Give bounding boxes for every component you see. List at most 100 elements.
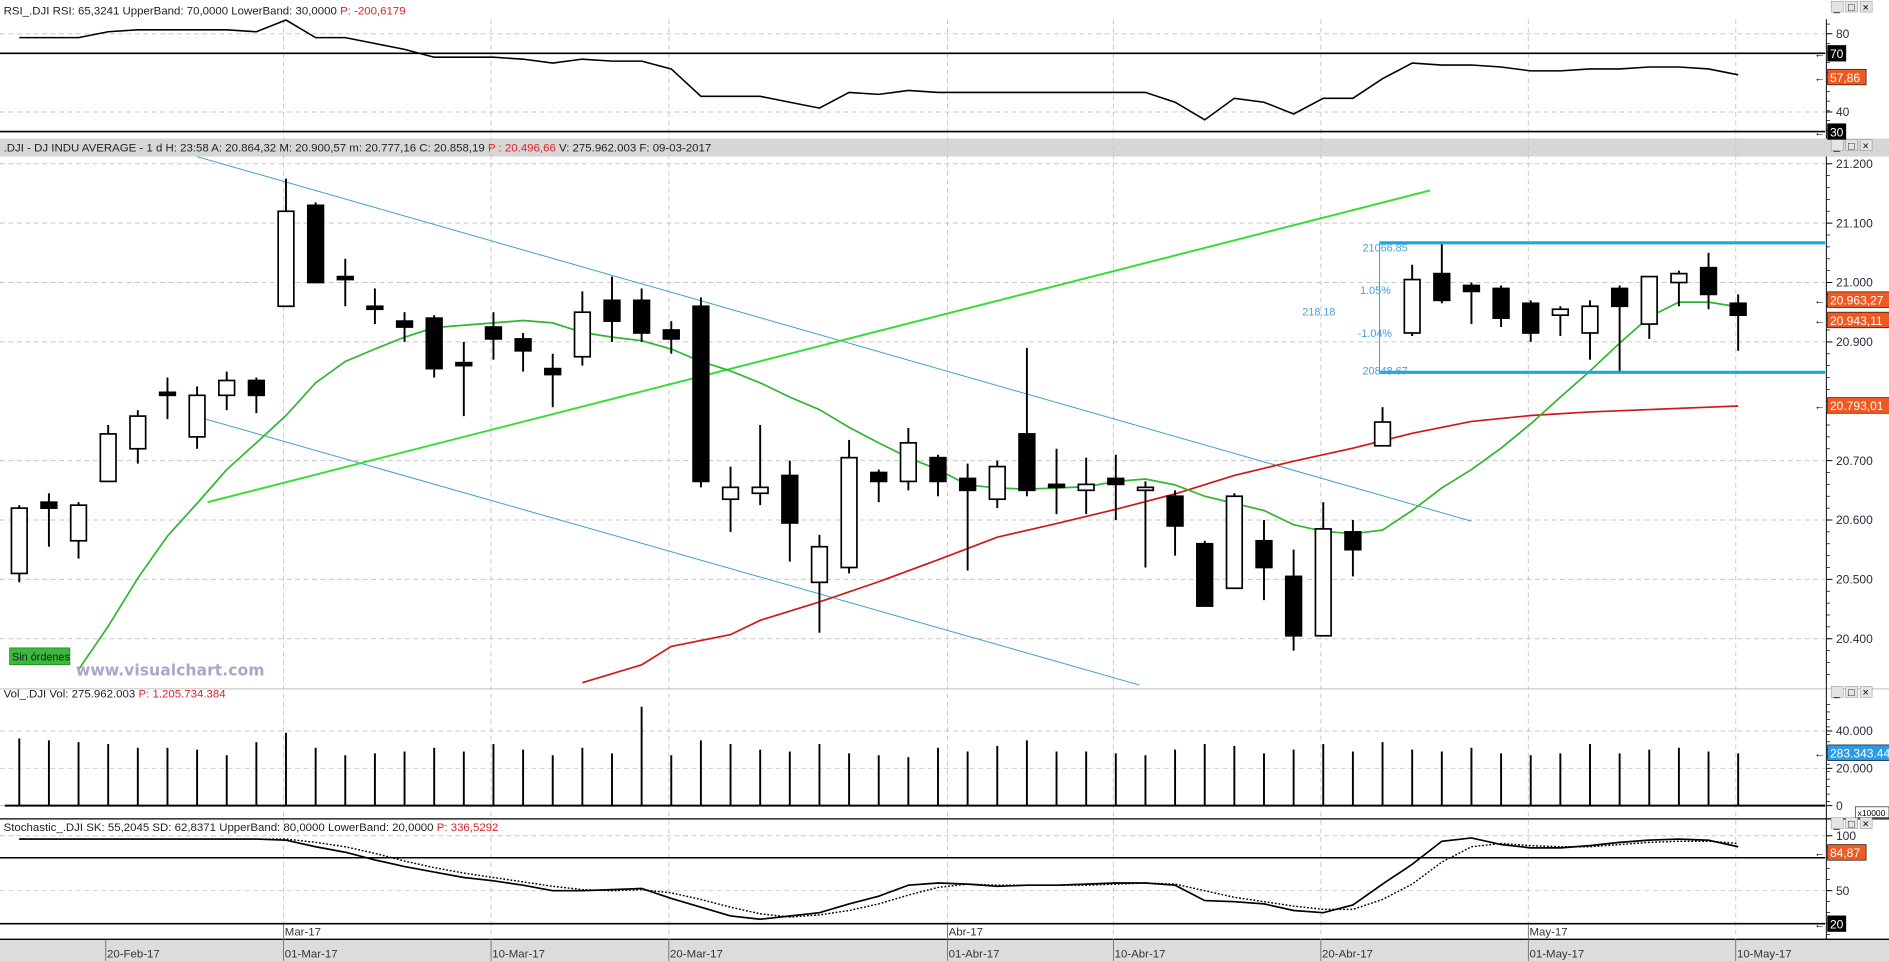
close-icon: ×: [1862, 687, 1868, 699]
candle-down[interactable]: [544, 367, 562, 376]
axis-tick-label: 21.100: [1836, 216, 1873, 230]
maximize-icon: □: [1848, 687, 1855, 699]
candle-up[interactable]: [721, 486, 740, 501]
candle-up[interactable]: [1551, 308, 1570, 317]
price-pane[interactable]: [10, 156, 1826, 686]
candle-up[interactable]: [840, 456, 858, 569]
candle-down[interactable]: [1255, 539, 1273, 569]
candle-up[interactable]: [1403, 278, 1421, 334]
watermark-logo: www.visualchart.com: [76, 661, 265, 680]
candle-down[interactable]: [247, 379, 266, 397]
trendline-channel-upper[interactable]: [196, 156, 1472, 522]
candle-up[interactable]: [810, 545, 829, 584]
volume-value-label: 283.343.448: [1830, 747, 1889, 761]
candle-down[interactable]: [929, 456, 947, 483]
candle-down[interactable]: [870, 471, 888, 483]
maximize-button[interactable]: [1845, 0, 1858, 13]
candle-up[interactable]: [1077, 483, 1095, 492]
candle-down[interactable]: [1462, 284, 1481, 293]
close-icon: ×: [1862, 818, 1868, 830]
price-pane-header-bar: [0, 138, 1889, 157]
candle-down[interactable]: [603, 299, 621, 322]
candle-down[interactable]: [455, 361, 473, 367]
minimize-button[interactable]: [1830, 817, 1844, 829]
range-annotation[interactable]: 21066.85 1.05% 218.18 -1.04% 20848.67: [1302, 243, 1407, 378]
candle-down[interactable]: [1344, 531, 1362, 551]
axis-tick-label: 100: [1836, 829, 1856, 843]
candle-down[interactable]: [958, 477, 977, 492]
candle-up[interactable]: [218, 379, 236, 397]
candle-down[interactable]: [1492, 287, 1510, 319]
candle-down[interactable]: [514, 338, 532, 352]
stochastic-lower-band-label-box: [1827, 915, 1847, 932]
maximize-button[interactable]: [1845, 139, 1858, 151]
candle-up[interactable]: [277, 210, 295, 308]
orders-badge[interactable]: [9, 647, 71, 666]
stochastic-lower-band-label: 20: [1830, 917, 1844, 931]
candle-up[interactable]: [899, 441, 918, 483]
candle-up[interactable]: [751, 486, 769, 495]
candle-down[interactable]: [632, 299, 651, 334]
rsi-line[interactable]: [19, 19, 1739, 121]
candle-down[interactable]: [1433, 272, 1451, 302]
candle-up[interactable]: [69, 504, 88, 542]
rsi-pane[interactable]: [19, 19, 1739, 121]
candle-up[interactable]: [573, 311, 592, 358]
stochastic-pane[interactable]: [19, 837, 1739, 921]
candle-up[interactable]: [988, 465, 1006, 501]
candle-up[interactable]: [1581, 305, 1599, 334]
candle-down[interactable]: [306, 204, 325, 284]
close-button[interactable]: [1859, 686, 1873, 698]
minimize-button[interactable]: [1830, 686, 1844, 698]
stochastic-value-label: 84,87: [1830, 846, 1860, 860]
close-button[interactable]: [1859, 139, 1873, 151]
candle-down[interactable]: [366, 305, 384, 311]
candle-down[interactable]: [484, 326, 503, 340]
candle-up[interactable]: [1640, 275, 1658, 325]
candle-up[interactable]: [1670, 272, 1688, 284]
candle-up[interactable]: [188, 394, 206, 438]
candle-up[interactable]: [129, 415, 147, 450]
candle-down[interactable]: [395, 320, 414, 328]
close-button[interactable]: [1859, 817, 1873, 829]
candle-up[interactable]: [99, 433, 117, 483]
candle-up[interactable]: [10, 507, 28, 575]
stochastic-sk-line[interactable]: [19, 837, 1739, 921]
candle-down[interactable]: [40, 501, 58, 509]
pane-window-buttons[interactable]: _ □ × _ □ × _ □ × _ □ ×: [1830, 0, 1873, 830]
candle-down[interactable]: [1107, 477, 1125, 486]
candle-down[interactable]: [1729, 302, 1747, 317]
candle-down[interactable]: [781, 474, 799, 524]
x-axis-date-label: 20-Mar-17: [670, 948, 723, 960]
candle-down[interactable]: [1522, 302, 1540, 334]
candle-up[interactable]: [1314, 528, 1332, 637]
minimize-button[interactable]: [1830, 0, 1844, 13]
right-axis[interactable]: 80 40 ← 70 ← 30 ← 57,86 21.200 21.100 21.000 20.900…: [1814, 23, 1889, 935]
candle-up[interactable]: [1136, 486, 1155, 492]
candle-down[interactable]: [1699, 266, 1718, 296]
candle-up[interactable]: [1225, 495, 1244, 590]
x-axis[interactable]: 20-Feb-17 01-Mar-17 10-Mar-17 20-Mar-17 01-A…: [105, 924, 1792, 961]
minimize-button[interactable]: [1830, 139, 1844, 151]
candle-down[interactable]: [336, 275, 354, 281]
maximize-button[interactable]: [1845, 686, 1858, 698]
trendline-channel-lower[interactable]: [196, 416, 1140, 686]
range-size-label: 218.18: [1302, 307, 1335, 319]
candle-down[interactable]: [1166, 495, 1184, 527]
candle-down[interactable]: [1196, 542, 1214, 607]
candle-down[interactable]: [1284, 575, 1303, 637]
maximize-button[interactable]: [1845, 817, 1858, 829]
stochastic-sd-line[interactable]: [19, 838, 1739, 918]
candle-down[interactable]: [662, 329, 680, 340]
candle-down[interactable]: [1047, 483, 1066, 489]
candle-up[interactable]: [1373, 421, 1392, 447]
close-button[interactable]: [1859, 0, 1873, 13]
candle-down[interactable]: [1018, 433, 1036, 492]
trendline-support-trend[interactable]: [207, 189, 1431, 504]
candle-down[interactable]: [1610, 287, 1629, 308]
candle-down[interactable]: [425, 317, 443, 370]
candle-down[interactable]: [692, 305, 710, 483]
volume-pane[interactable]: [4, 706, 1826, 807]
candle-down[interactable]: [158, 391, 177, 397]
